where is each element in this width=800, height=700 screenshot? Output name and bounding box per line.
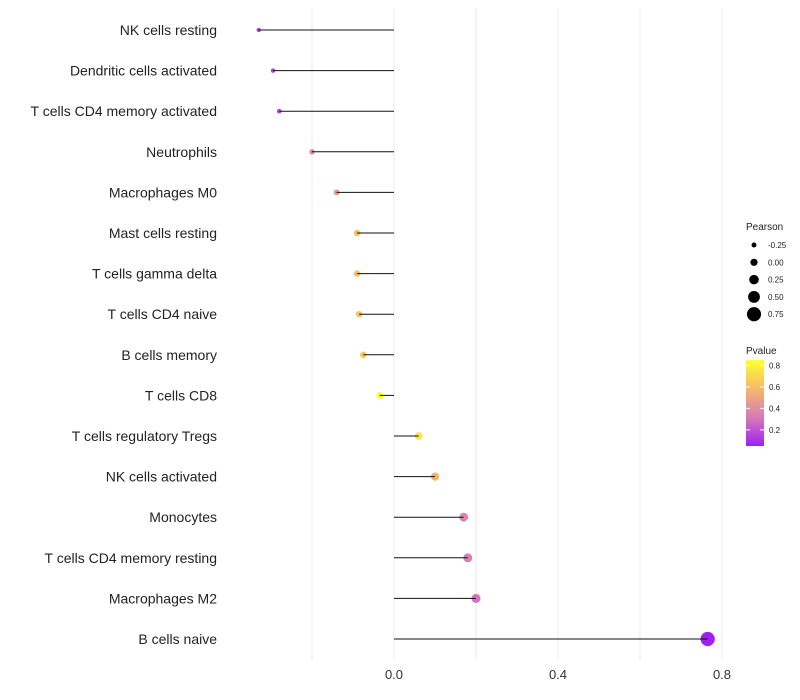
category-label: Mast cells resting [109, 225, 217, 241]
lollipop-point [353, 229, 361, 237]
category-label: NK cells activated [106, 469, 217, 485]
legend-size-label: 0.25 [768, 276, 784, 285]
category-label: Macrophages M0 [109, 184, 217, 200]
legend-size-label: -0.25 [768, 241, 787, 250]
legend-color-label: 0.8 [769, 361, 781, 370]
legend-color-label: 0.2 [769, 426, 781, 435]
legend-color-title: Pvalue [746, 346, 777, 357]
legend-size-title: Pearson [746, 222, 783, 233]
lollipop-point [353, 270, 361, 277]
category-label: Macrophages M2 [109, 590, 217, 606]
x-tick-label: 0.0 [385, 667, 403, 682]
legend-size-label: 0.75 [768, 310, 784, 319]
legend-size-key [746, 307, 762, 322]
category-label: Neutrophils [146, 144, 217, 160]
legend-size-label: 0.00 [768, 258, 784, 267]
category-label: NK cells resting [120, 22, 217, 38]
category-label: T cells regulatory Tregs [72, 428, 217, 444]
category-label: T cells CD4 naive [108, 306, 218, 322]
category-label: Dendritic cells activated [70, 63, 217, 79]
legend-size-key [750, 258, 758, 266]
legend-size-key [748, 290, 760, 303]
category-label: Monocytes [149, 509, 217, 525]
category-label: T cells CD4 memory activated [31, 103, 217, 119]
legend-color-bar [746, 360, 764, 446]
lollipop-point [414, 432, 423, 440]
x-tick-label: 0.4 [549, 667, 567, 682]
category-label: B cells naive [138, 631, 217, 647]
x-tick-label: 0.8 [713, 667, 731, 682]
legend-color-label: 0.6 [769, 383, 781, 392]
legend-color-label: 0.4 [769, 404, 781, 413]
category-label: T cells CD8 [145, 387, 217, 403]
legend-size-key [749, 274, 759, 285]
legend-size-label: 0.50 [768, 293, 784, 302]
category-label: B cells memory [121, 347, 217, 363]
category-label: T cells gamma delta [92, 266, 217, 282]
category-label: T cells CD4 memory resting [45, 550, 217, 566]
legend-size-key [751, 242, 757, 248]
